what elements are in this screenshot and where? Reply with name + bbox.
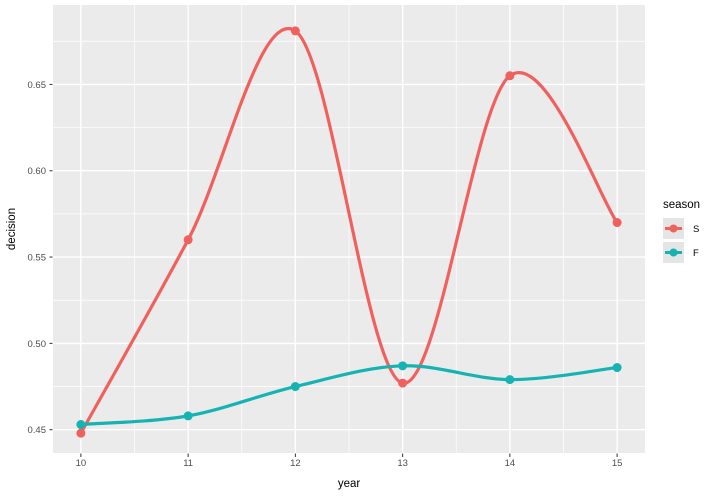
data-point-F: [612, 363, 622, 373]
data-point-S: [76, 428, 86, 438]
data-point-F: [505, 375, 515, 385]
y-axis-tick-labels: 0.45 0.50 0.55 0.60 0.65: [28, 80, 47, 436]
data-point-F: [76, 420, 86, 430]
data-point-S: [398, 378, 408, 388]
y-tick-label: 0.55: [28, 253, 47, 264]
x-axis-title: year: [338, 478, 361, 490]
y-axis-title: decision: [6, 208, 18, 250]
legend: season SF: [663, 199, 700, 263]
data-point-S: [612, 218, 622, 228]
legend-key-point-S: [669, 224, 678, 233]
minor-gridlines: [53, 5, 645, 453]
y-tick-label: 0.65: [28, 80, 47, 91]
legend-title: season: [663, 199, 700, 211]
y-tick-label: 0.45: [28, 425, 47, 436]
series-points: [76, 26, 622, 438]
y-tick-label: 0.60: [28, 166, 47, 177]
x-tick-label: 12: [290, 458, 301, 469]
x-axis-tick-labels: 10 11 12 13 14 15: [76, 458, 623, 469]
legend-key-point-F: [669, 248, 678, 257]
data-point-F: [290, 382, 300, 392]
data-point-S: [290, 26, 300, 36]
major-gridlines: [53, 5, 645, 453]
x-tick-label: 15: [612, 458, 623, 469]
axis-tick-marks: [49, 83, 618, 457]
legend-label-F: F: [693, 248, 699, 259]
data-point-F: [183, 411, 193, 421]
x-tick-label: 13: [397, 458, 408, 469]
y-tick-label: 0.50: [28, 339, 47, 350]
series-line-F: [79, 364, 619, 427]
x-tick-label: 11: [183, 458, 193, 469]
legend-entries: SF: [663, 218, 699, 263]
data-point-F: [398, 361, 408, 371]
legend-label-S: S: [693, 224, 699, 235]
data-point-S: [505, 71, 515, 81]
x-tick-label: 14: [505, 458, 516, 469]
data-point-S: [183, 235, 193, 245]
x-tick-label: 10: [76, 458, 87, 469]
